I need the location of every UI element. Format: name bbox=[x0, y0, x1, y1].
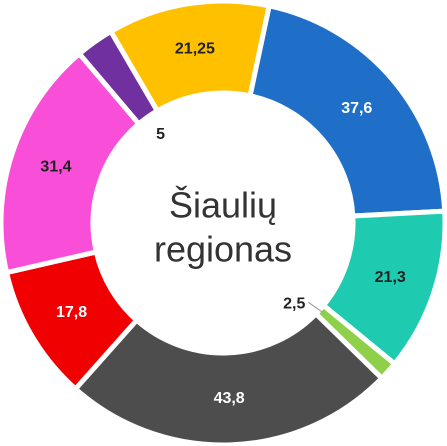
donut-segment bbox=[0, 50, 143, 276]
value-label: 21,3 bbox=[375, 269, 406, 286]
value-label: 43,8 bbox=[214, 390, 245, 407]
donut-segment bbox=[107, 0, 273, 115]
center-text: Šiaulių bbox=[169, 185, 277, 226]
leader-line bbox=[307, 301, 324, 313]
value-label: 2,5 bbox=[283, 295, 305, 312]
value-label: 21,25 bbox=[175, 40, 215, 57]
value-label: 5 bbox=[156, 126, 165, 143]
center-text: regionas bbox=[154, 229, 292, 270]
value-label: 17,8 bbox=[56, 304, 87, 321]
donut-segment bbox=[247, 2, 447, 219]
donut-segment bbox=[71, 310, 386, 446]
value-label: 37,6 bbox=[341, 100, 372, 117]
value-label: 31,4 bbox=[40, 159, 71, 176]
